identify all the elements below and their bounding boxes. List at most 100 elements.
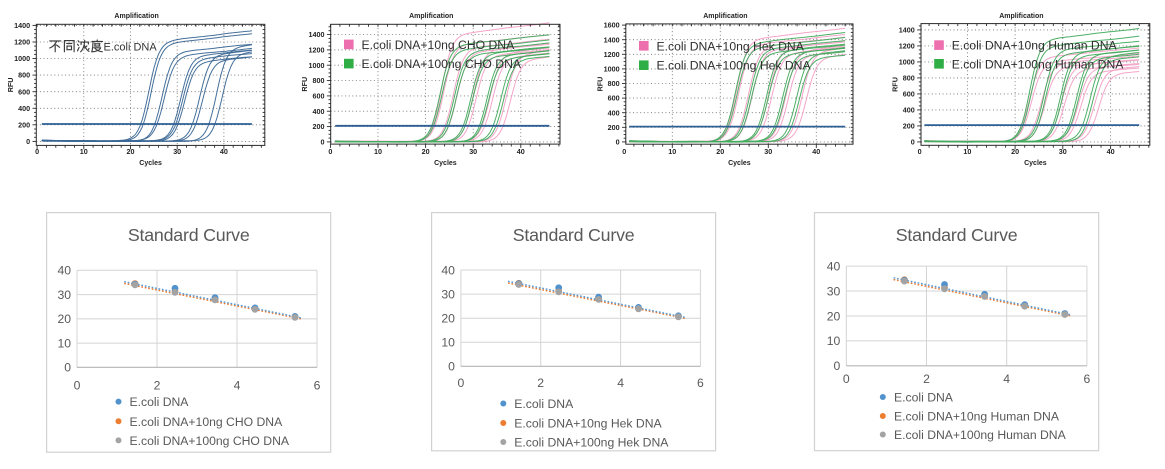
svg-text:0: 0 [834, 359, 841, 373]
svg-text:0: 0 [448, 360, 455, 374]
svg-text:600: 600 [608, 94, 620, 103]
svg-text:1200: 1200 [309, 46, 325, 55]
svg-text:E.coli DNA+100ng Human DNA: E.coli DNA+100ng Human DNA [952, 57, 1125, 71]
svg-text:4: 4 [1003, 372, 1010, 386]
svg-text:RFU: RFU [300, 77, 309, 92]
svg-text:Cycles: Cycles [139, 160, 162, 167]
svg-text:E.coli DNA: E.coli DNA [104, 41, 158, 53]
svg-text:Standard Curve: Standard Curve [513, 225, 635, 245]
svg-text:400: 400 [18, 104, 30, 113]
svg-text:1200: 1200 [14, 38, 30, 47]
svg-text:E.coli DNA+100ng CHO DNA: E.coli DNA+100ng CHO DNA [362, 57, 522, 71]
svg-text:10: 10 [80, 147, 88, 156]
svg-text:Standard Curve: Standard Curve [896, 225, 1018, 245]
svg-text:0: 0 [843, 372, 850, 386]
svg-text:1000: 1000 [604, 65, 620, 74]
svg-text:0: 0 [321, 138, 325, 147]
svg-text:E.coli DNA+100ng Hek DNA: E.coli DNA+100ng Hek DNA [657, 59, 812, 73]
svg-text:400: 400 [903, 106, 915, 115]
svg-text:6: 6 [697, 376, 704, 390]
svg-text:40: 40 [812, 147, 820, 156]
svg-text:30: 30 [1059, 147, 1067, 156]
svg-text:1400: 1400 [309, 30, 325, 39]
svg-text:20: 20 [716, 147, 724, 156]
svg-text:10: 10 [374, 147, 382, 156]
svg-text:30: 30 [827, 284, 841, 298]
svg-text:200: 200 [608, 123, 620, 132]
svg-text:1600: 1600 [604, 21, 620, 30]
svg-text:Amplification: Amplification [409, 13, 453, 20]
svg-text:0: 0 [35, 147, 39, 156]
svg-text:6: 6 [314, 379, 321, 393]
svg-text:20: 20 [441, 312, 455, 326]
svg-text:E.coli DNA+10ng Human DNA: E.coli DNA+10ng Human DNA [894, 410, 1060, 424]
svg-text:Cycles: Cycles [434, 160, 457, 167]
svg-text:E.coli DNA+10ng Hek DNA: E.coli DNA+10ng Hek DNA [657, 39, 805, 53]
svg-text:2: 2 [154, 379, 161, 393]
svg-text:20: 20 [422, 147, 430, 156]
svg-text:10: 10 [827, 334, 841, 348]
svg-text:Cycles: Cycles [728, 160, 751, 167]
svg-text:10: 10 [963, 147, 971, 156]
svg-text:600: 600 [18, 87, 30, 96]
svg-text:E.coli DNA+100ng CHO DNA: E.coli DNA+100ng CHO DNA [130, 434, 290, 448]
svg-text:4: 4 [617, 376, 624, 390]
svg-text:30: 30 [469, 147, 477, 156]
svg-text:E.coli DNA: E.coli DNA [130, 395, 190, 409]
svg-text:0: 0 [622, 147, 626, 156]
svg-text:E.coli DNA: E.coli DNA [894, 391, 954, 405]
svg-text:10: 10 [441, 336, 455, 350]
svg-text:E.coli DNA: E.coli DNA [514, 397, 574, 411]
svg-text:Amplification: Amplification [999, 13, 1043, 20]
svg-text:4: 4 [234, 379, 241, 393]
svg-text:6: 6 [1084, 372, 1091, 386]
svg-text:Amplification: Amplification [703, 13, 747, 20]
svg-text:E.coli DNA+10ng CHO DNA: E.coli DNA+10ng CHO DNA [362, 38, 516, 52]
svg-text:800: 800 [903, 74, 915, 83]
svg-text:0: 0 [911, 138, 915, 147]
svg-text:RFU: RFU [6, 78, 15, 93]
svg-text:1400: 1400 [899, 26, 915, 35]
svg-text:30: 30 [441, 287, 455, 301]
svg-text:1000: 1000 [899, 58, 915, 67]
svg-text:1000: 1000 [14, 54, 30, 63]
svg-text:400: 400 [313, 107, 325, 116]
svg-text:40: 40 [517, 147, 525, 156]
svg-text:2: 2 [923, 372, 930, 386]
svg-text:40: 40 [441, 263, 455, 277]
svg-text:0: 0 [458, 376, 465, 390]
svg-text:20: 20 [1011, 147, 1019, 156]
svg-text:E.coli DNA+100ng Hek DNA: E.coli DNA+100ng Hek DNA [514, 436, 669, 450]
svg-text:200: 200 [903, 122, 915, 131]
svg-text:800: 800 [608, 79, 620, 88]
svg-text:0: 0 [64, 361, 71, 375]
svg-text:1200: 1200 [899, 42, 915, 51]
svg-text:0: 0 [328, 147, 332, 156]
svg-text:0: 0 [616, 138, 620, 147]
svg-text:200: 200 [18, 120, 30, 129]
svg-text:800: 800 [18, 71, 30, 80]
svg-text:E.coli DNA+10ng Human DNA: E.coli DNA+10ng Human DNA [952, 39, 1118, 53]
svg-text:RFU: RFU [595, 77, 604, 92]
svg-text:10: 10 [668, 147, 676, 156]
svg-text:400: 400 [608, 108, 620, 117]
svg-text:30: 30 [764, 147, 772, 156]
svg-text:1400: 1400 [604, 35, 620, 44]
svg-text:20: 20 [127, 147, 135, 156]
svg-text:E.coli DNA+100ng Human DNA: E.coli DNA+100ng Human DNA [894, 428, 1067, 442]
svg-text:40: 40 [1107, 147, 1115, 156]
svg-text:600: 600 [903, 90, 915, 99]
svg-text:800: 800 [313, 76, 325, 85]
svg-text:40: 40 [827, 259, 841, 273]
svg-text:600: 600 [313, 92, 325, 101]
svg-text:Amplification: Amplification [114, 13, 158, 20]
svg-text:Cycles: Cycles [1024, 160, 1047, 167]
svg-text:Standard Curve: Standard Curve [128, 225, 250, 245]
svg-text:40: 40 [57, 264, 71, 278]
svg-text:200: 200 [313, 122, 325, 131]
svg-text:0: 0 [26, 137, 30, 146]
svg-text:10: 10 [57, 336, 71, 350]
svg-text:1200: 1200 [604, 50, 620, 59]
svg-text:0: 0 [918, 147, 922, 156]
svg-text:20: 20 [57, 312, 71, 326]
